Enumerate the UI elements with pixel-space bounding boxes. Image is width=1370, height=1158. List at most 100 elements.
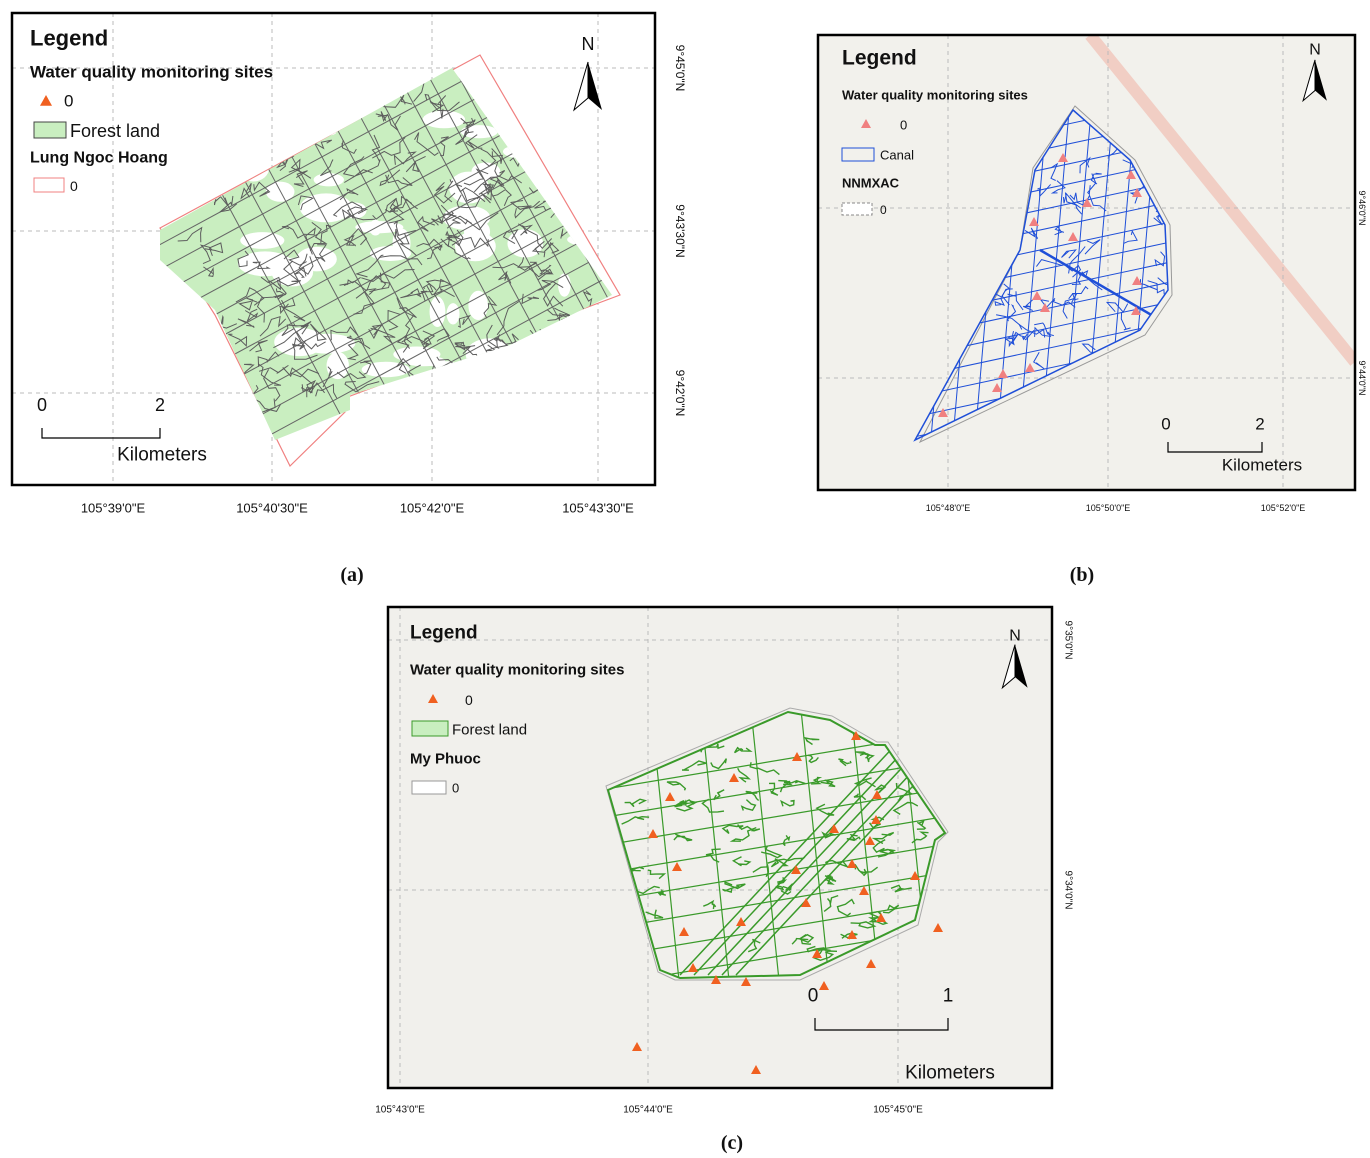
legend-label: Forest land — [70, 121, 160, 141]
page: {"panels": [ {"caption": "(a)", "north":… — [0, 0, 1370, 1158]
parcel-line — [553, 374, 569, 389]
parcel-line — [241, 131, 255, 139]
parcel-line — [562, 136, 589, 147]
scale-label: 0 — [1161, 415, 1170, 434]
parcel-line — [561, 120, 578, 132]
parcel-line — [447, 373, 461, 390]
legend-label: Water quality monitoring sites — [410, 662, 624, 679]
longitude-label: 105°42'0"E — [400, 501, 465, 516]
non-forest — [363, 388, 394, 397]
longitude-label: 105°45'0"E — [873, 1105, 923, 1116]
parcel-line — [308, 114, 331, 138]
parcel-line — [567, 164, 586, 170]
latitude-label: 9°45'0"N — [673, 45, 687, 92]
parcel-line — [529, 388, 539, 399]
parcel-line — [150, 0, 630, 100]
legend-label: Canal — [880, 148, 914, 163]
parcel-line — [584, 114, 618, 131]
parcel-line — [459, 369, 474, 379]
parcel-line — [574, 344, 608, 364]
latitude-label: 9°35'0"N — [1063, 621, 1074, 660]
parcel-line — [507, 350, 525, 366]
latitude-label: 9°46'0"N — [1357, 190, 1367, 225]
parcel-line — [576, 144, 589, 162]
legend-label: My Phuoc — [410, 751, 481, 768]
longitude-label: 105°50'0"E — [1086, 503, 1131, 513]
parcel-line — [206, 111, 239, 134]
legend-swatch — [412, 721, 448, 736]
parcel-line — [525, 365, 539, 374]
parcel-line — [574, 193, 593, 208]
non-forest — [558, 273, 571, 296]
north-arrow — [588, 62, 602, 110]
legend-label: 0 — [465, 692, 473, 708]
scale-label: Kilometers — [1222, 456, 1302, 475]
longitude-label: 105°40'30"E — [236, 501, 308, 516]
legend-label: 0 — [64, 92, 73, 111]
north-label: N — [1309, 42, 1321, 59]
parcel-line — [488, 357, 504, 372]
longitude-label: 105°39'0"E — [81, 501, 146, 516]
parcel-line — [256, 106, 276, 117]
legend-label: Water quality monitoring sites — [842, 88, 1028, 103]
figure: Legend Water quality monitoring sites 0 For… — [0, 0, 1370, 1158]
legend-swatch — [412, 781, 446, 794]
non-forest — [332, 84, 371, 101]
longitude-label: 105°44'0"E — [623, 1105, 673, 1116]
parcel-line — [392, 385, 407, 396]
parcel-line — [294, 105, 321, 127]
scale-label: Kilometers — [117, 445, 207, 466]
parcel-line — [530, 367, 543, 376]
parcel-line — [570, 123, 596, 133]
legend-label: Forest land — [452, 722, 527, 739]
latitude-label: 9°42'0"N — [673, 370, 687, 417]
legend-label: Water quality monitoring sites — [30, 63, 273, 82]
map-background — [388, 607, 1052, 1088]
legend-label: 0 — [452, 781, 459, 796]
monitoring-site — [40, 95, 52, 106]
parcel-line — [211, 364, 224, 381]
scale-label: 1 — [943, 986, 954, 1007]
parcel-line — [588, 202, 598, 218]
parcel-line — [520, 90, 537, 117]
parcel-line — [221, 108, 236, 118]
parcel-line — [563, 141, 583, 156]
parcel-line — [518, 381, 532, 400]
parcel-line — [190, 160, 207, 181]
longitude-label: 105°43'0"E — [375, 1105, 425, 1116]
parcel-line — [533, 329, 543, 365]
parcel-line — [501, 398, 516, 413]
parcel-line — [522, 358, 539, 373]
legend-label: NNMXAC — [842, 176, 900, 191]
parcel-line — [193, 110, 217, 129]
latitude-label: 9°44'0"N — [1357, 360, 1367, 395]
legend-label: 0 — [70, 178, 78, 194]
legend-label: 0 — [880, 203, 887, 217]
parcel-line — [582, 148, 604, 171]
caption: (a) — [340, 564, 363, 586]
parcel-line — [596, 373, 630, 390]
parcel-line — [575, 319, 586, 331]
parcel-line — [439, 378, 458, 388]
parcel-line — [223, 137, 234, 143]
scale-label: 0 — [808, 986, 819, 1007]
non-forest — [423, 111, 465, 129]
north-label: N — [582, 34, 595, 54]
parcel-line — [207, 127, 222, 144]
legend-swatch — [842, 203, 872, 215]
legend-swatch — [34, 122, 66, 138]
legend-title: Legend — [30, 26, 108, 51]
legend-title: Legend — [410, 623, 478, 644]
parcel-line — [570, 361, 582, 372]
parcel-line — [600, 60, 820, 470]
legend-label: Lung Ngoc Hoang — [30, 150, 168, 167]
parcel-line — [542, 378, 563, 393]
parcel-line — [194, 114, 207, 132]
north-label: N — [1009, 628, 1021, 645]
caption: (b) — [1070, 564, 1094, 586]
parcel-line — [193, 120, 206, 126]
parcel-line — [366, 395, 388, 407]
legend-swatch — [34, 178, 64, 192]
longitude-label: 105°48'0"E — [926, 503, 971, 513]
north-arrow — [574, 62, 588, 110]
